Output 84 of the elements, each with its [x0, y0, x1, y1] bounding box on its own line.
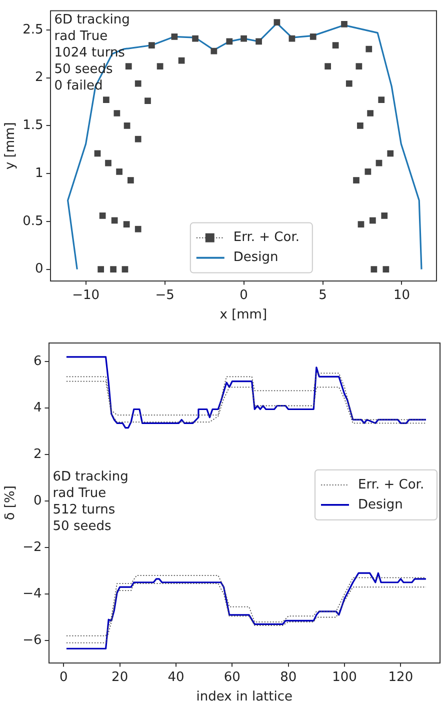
annotation: rad True — [54, 29, 108, 44]
x-tick-label: 0 — [240, 288, 248, 303]
point — [240, 35, 247, 42]
y-tick-label: 0 — [33, 493, 42, 508]
x-tick-label: 10 — [393, 288, 410, 303]
y-tick-label: 2.5 — [22, 22, 44, 38]
x-tick-label: −10 — [72, 288, 100, 303]
point — [378, 96, 385, 104]
point — [134, 80, 142, 87]
y-tick-label: −6 — [22, 632, 42, 648]
point — [364, 168, 372, 175]
y-tick-label: 4 — [33, 400, 42, 416]
x-tick-label: 80 — [280, 670, 297, 685]
y-tick-label: −4 — [22, 586, 42, 602]
point — [156, 63, 164, 70]
point — [178, 57, 185, 64]
x-tick-label: 40 — [168, 670, 184, 685]
x-axis-title: x [mm] — [220, 308, 268, 323]
x-tick-label: 20 — [112, 670, 128, 685]
x-tick-label: 5 — [318, 288, 327, 303]
legend-label: Design — [233, 250, 278, 266]
point — [310, 33, 316, 40]
point — [192, 35, 198, 42]
x-tick-label: 60 — [224, 670, 240, 685]
point — [114, 110, 120, 116]
x-tick-label: 0 — [60, 670, 68, 685]
point — [99, 212, 106, 219]
y-tick-label: 1.5 — [22, 118, 44, 134]
point — [346, 80, 352, 87]
annotation: 6D tracking — [52, 470, 128, 485]
y-tick-label: 6 — [33, 354, 42, 369]
line-series — [66, 372, 426, 420]
point — [356, 63, 362, 70]
point — [341, 21, 348, 28]
point — [134, 226, 142, 232]
annotation: 6D tracking — [54, 12, 130, 28]
legend-label: Design — [358, 497, 403, 512]
point — [324, 63, 331, 70]
point — [134, 136, 142, 142]
y-axis-title: δ [%] — [3, 486, 18, 520]
point — [116, 168, 122, 175]
point — [144, 98, 151, 104]
annotation: 50 seeds — [52, 519, 112, 534]
point — [367, 110, 374, 116]
point — [125, 63, 132, 70]
point — [256, 38, 262, 45]
point — [332, 42, 339, 48]
point — [382, 266, 390, 272]
point — [210, 48, 218, 54]
y-tick-label: 1 — [34, 166, 44, 181]
point — [357, 122, 364, 129]
y-tick-label: 2 — [33, 446, 42, 462]
point — [171, 33, 178, 40]
y-tick-label: −2 — [22, 540, 42, 555]
point — [110, 266, 116, 272]
y-tick-label: 0.5 — [22, 214, 44, 229]
x-tick-label: 100 — [332, 670, 357, 685]
point — [124, 122, 130, 129]
x-tick-label: 120 — [388, 670, 414, 685]
point — [226, 38, 233, 45]
legend-label: Err. + Cor. — [233, 230, 300, 246]
point — [358, 221, 364, 228]
annotation: rad True — [52, 486, 106, 502]
point — [98, 266, 104, 272]
point — [353, 177, 360, 184]
point — [123, 221, 130, 228]
point — [370, 217, 376, 224]
point — [387, 150, 394, 157]
x-tick-label: −5 — [155, 288, 174, 303]
point — [127, 177, 134, 184]
annotation: 512 turns — [52, 502, 116, 518]
point — [381, 212, 388, 219]
point — [370, 266, 378, 272]
point — [103, 96, 110, 104]
point — [105, 160, 112, 166]
y-tick-label: 0 — [34, 262, 44, 277]
point — [274, 19, 280, 26]
y-axis-title: y [mm] — [3, 122, 18, 170]
x-axis-title: index in lattice — [196, 690, 292, 705]
point — [366, 46, 372, 52]
point — [122, 266, 128, 272]
y-tick-label: 2 — [34, 70, 44, 86]
point — [148, 42, 155, 48]
legend-label: Err. + Cor. — [358, 477, 424, 492]
